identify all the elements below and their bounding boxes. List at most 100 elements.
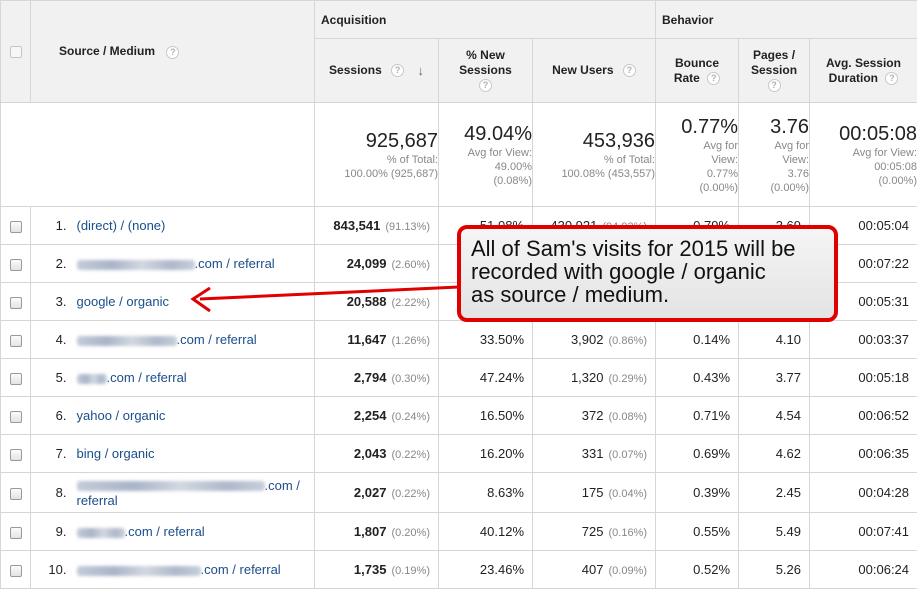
row-index: 2. (30, 244, 71, 283)
pages-session-column-header[interactable]: Pages / Session ? (738, 38, 811, 103)
table-row: 8. .com / referral 2,027 (0.22%) 8.63% 175… (0, 472, 917, 513)
pages-session-cell: 2.45 (738, 472, 811, 513)
source-medium-link[interactable]: yahoo / organic (76, 408, 166, 423)
select-all-cell (0, 0, 31, 103)
duration-value: 00:07:22 (858, 256, 910, 271)
callout-line-1: All of Sam's visits for 2015 will be (471, 236, 796, 261)
pages-session-cell: 5.26 (738, 550, 811, 589)
source-medium-link[interactable]: .com / referral (106, 370, 187, 385)
new-sessions-column-header[interactable]: % New Sessions ? (438, 38, 533, 103)
redacted-source-blur (76, 259, 195, 270)
avg-duration-cell: 00:06:24 (809, 550, 917, 589)
duration-value: 00:06:52 (858, 408, 910, 423)
help-icon[interactable]: ? (391, 64, 405, 78)
row-index: 10. (30, 550, 71, 589)
duration-value: 00:03:37 (858, 332, 910, 347)
new-sessions-value: 40.12% (479, 524, 524, 539)
row-checkbox[interactable] (9, 526, 22, 539)
pages-session-cell: 4.62 (738, 434, 811, 473)
row-checkbox[interactable] (9, 564, 22, 577)
new-sessions-value: 16.20% (479, 446, 524, 461)
help-icon[interactable]: ? (707, 71, 721, 85)
pages-value: 2.45 (775, 485, 802, 500)
source-medium-link-line2[interactable]: referral (76, 492, 118, 508)
row-checkbox[interactable] (9, 487, 22, 500)
row-checkbox[interactable] (9, 448, 22, 461)
total-sessions-value: 925,687 (365, 129, 438, 152)
sessions-value: 843,541 (333, 218, 381, 233)
new-users-value: 407 (581, 562, 604, 577)
total-sessions-caption: % of Total: (386, 153, 438, 166)
source-medium-link[interactable]: .com / referral (124, 524, 205, 539)
sessions-column-header[interactable]: Sessions ? ↓ (314, 38, 439, 103)
select-all-checkbox[interactable] (9, 46, 22, 59)
new-users-value: 372 (581, 408, 604, 423)
total-bounce-rate-value: 0.77% (681, 115, 739, 138)
total-pages-session: 3.76 Avg for View: 3.76 (0.00%) (738, 102, 811, 207)
source-medium-link[interactable]: .com / referral (200, 562, 281, 577)
table-row: 10. .com / referral 1,735 (0.19%) 23.46% … (0, 550, 917, 589)
total-new-users-caption: % of Total: (603, 153, 656, 166)
row-checkbox[interactable] (9, 410, 22, 423)
total-avg-duration: 00:05:08 Avg for View: 00:05:08 (0.00%) (809, 102, 917, 207)
percent-of-total: (0.20%) (391, 527, 430, 539)
sort-down-arrow-icon[interactable]: ↓ (417, 63, 424, 79)
redacted-source-blur (76, 527, 125, 538)
row-checkbox[interactable] (9, 372, 22, 385)
bounce-rate-column-header[interactable]: Bounce Rate ? (655, 38, 740, 103)
redacted-source-blur (76, 481, 265, 492)
pages-session-header-line2: Session (751, 63, 798, 77)
row-checkbox[interactable] (9, 296, 22, 309)
new-users-header-label: New Users (552, 63, 614, 77)
duration-value: 00:05:18 (858, 370, 910, 385)
row-checkbox[interactable] (9, 334, 22, 347)
total-sessions: 925,687 % of Total: 100.00% (925,687) (314, 102, 439, 207)
sessions-cell: 11,647 (1.26%) (314, 320, 439, 359)
row-index: 8. (30, 472, 71, 513)
total-new-sessions-diff: (0.08%) (493, 174, 532, 187)
percent-of-total: (2.22%) (391, 297, 430, 309)
bounce-value: 0.14% (693, 332, 731, 347)
source-medium-link[interactable]: (direct) / (none) (76, 218, 166, 233)
bounce-value: 0.71% (693, 408, 731, 423)
source-medium-link[interactable]: .com / referral (194, 256, 275, 271)
source-medium-link[interactable]: .com / (264, 477, 300, 493)
new-users-column-header[interactable]: New Users ? (531, 38, 657, 103)
pages-value: 5.49 (775, 524, 802, 539)
source-medium-header[interactable]: Source / Medium ? (30, 0, 315, 103)
total-bounce-rate-avg: 0.77% (706, 167, 739, 180)
help-icon[interactable]: ? (166, 45, 180, 59)
total-new-sessions: 49.04% Avg for View: 49.00% (0.08%) (438, 102, 533, 207)
help-icon[interactable]: ? (767, 79, 781, 93)
bounce-rate-header-line2: Rate (673, 70, 700, 85)
avg-duration-cell: 00:03:37 (809, 320, 917, 359)
pages-session-cell: 4.54 (738, 396, 811, 435)
help-icon[interactable]: ? (622, 64, 636, 78)
avg-duration-column-header[interactable]: Avg. Session Duration ? (809, 38, 917, 103)
help-icon[interactable]: ? (479, 79, 492, 93)
new-users-cell: 175 (0.04%) (531, 472, 657, 513)
total-pages-session-value: 3.76 (770, 115, 810, 138)
help-icon[interactable]: ? (885, 71, 899, 85)
sessions-value: 2,254 (353, 408, 387, 423)
row-checkbox[interactable] (9, 220, 22, 233)
row-checkbox[interactable] (9, 258, 22, 271)
table-row: 6. yahoo / organic 2,254 (0.24%) 16.50% 3… (0, 396, 917, 435)
percent-of-total: (0.07%) (608, 449, 648, 461)
table-row: 4. .com / referral 11,647 (1.26%) 33.50% … (0, 320, 917, 359)
sessions-cell: 2,794 (0.30%) (314, 358, 439, 397)
row-index: 7. (30, 434, 71, 473)
avg-duration-cell: 00:06:35 (809, 434, 917, 473)
new-sessions-cell: 23.46% (438, 550, 533, 589)
source-medium-link[interactable]: google / organic (76, 294, 170, 309)
sessions-header-label: Sessions (329, 62, 382, 77)
total-pages-session-caption2: View: (782, 153, 810, 166)
source-medium-link[interactable]: .com / referral (176, 332, 257, 347)
new-sessions-value: 8.63% (487, 485, 524, 500)
source-medium-link[interactable]: bing / organic (76, 446, 155, 461)
sessions-cell: 24,099 (2.60%) (314, 244, 439, 283)
row-index: 1. (30, 206, 71, 245)
new-users-value: 3,902 (570, 332, 604, 347)
avg-duration-header-line1: Avg. Session (826, 55, 901, 70)
percent-of-total: (0.30%) (391, 373, 430, 385)
